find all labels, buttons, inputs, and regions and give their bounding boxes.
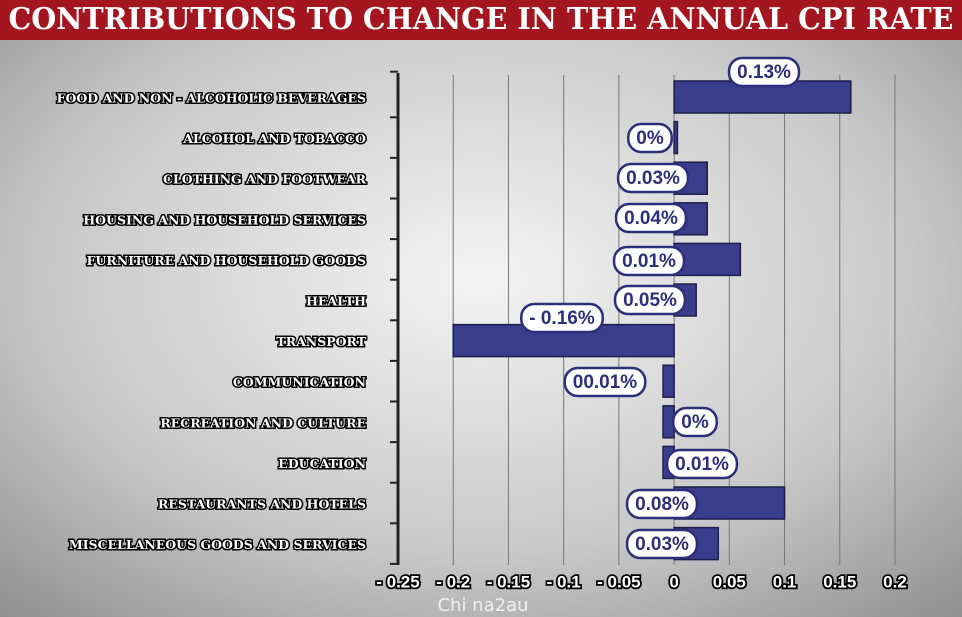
x-tick-label: 0 xyxy=(669,572,678,591)
x-tick-label: 0.15 xyxy=(823,572,856,591)
bar-label: 00.01% xyxy=(573,372,638,393)
category-label: MISCELLANEOUS GOODS AND SERVICES xyxy=(69,537,366,552)
bar-label: 0.03% xyxy=(626,168,680,189)
bar-label-box xyxy=(520,302,604,334)
category-label: FOOD AND NON - ALCOHOLIC BEVERAGES xyxy=(57,91,366,106)
category-label: RECREATION AND CULTURE xyxy=(160,415,366,430)
x-tick-label: 0.05 xyxy=(713,572,746,591)
x-tick-label: - 0.15 xyxy=(487,572,530,591)
bar xyxy=(673,120,679,155)
category-label: HEALTH xyxy=(306,294,366,309)
bar-label-box xyxy=(727,56,801,88)
category-label: CLOTHING AND FOOTWEAR xyxy=(163,172,367,187)
title-band xyxy=(0,0,962,40)
x-tick-label: - 0.25 xyxy=(376,572,419,591)
x-tick-label: 0.1 xyxy=(773,572,797,591)
bar-label-box xyxy=(613,284,687,316)
bar-label: 0.08% xyxy=(635,494,689,515)
bar-label: 0% xyxy=(681,412,709,433)
bar-label-box xyxy=(665,448,739,480)
x-tick-label: - 0.2 xyxy=(436,572,470,591)
bar xyxy=(662,364,675,398)
category-label: FURNITURE AND HOUSEHOLD GOODS xyxy=(87,253,366,268)
bar-label-box xyxy=(563,366,647,398)
x-tick-label: 0.2 xyxy=(883,572,907,591)
category-label: RESTAURANTS AND HOTELS xyxy=(158,497,366,512)
bar-label: - 0.16% xyxy=(529,308,595,329)
category-label: EDUCATION xyxy=(278,456,366,471)
bar-label-box xyxy=(625,488,699,520)
bar-label: 0.04% xyxy=(624,208,678,229)
bar-label-box xyxy=(672,406,718,438)
bar-label: 0.01% xyxy=(622,251,676,272)
bar-label: 0.13% xyxy=(737,62,791,83)
bar-label: 0.03% xyxy=(635,534,689,555)
chart-title: CONTRIBUTIONS TO CHANGE IN THE ANNUAL CP… xyxy=(9,2,954,37)
bar-label-box xyxy=(616,162,690,194)
watermark: Chi na2au xyxy=(437,595,528,616)
x-tick-label: - 0.05 xyxy=(597,572,640,591)
category-label: HOUSING AND HOUSEHOLD SERVICES xyxy=(83,212,366,227)
category-label: COMMUNICATION xyxy=(233,375,366,390)
bar-label: 0% xyxy=(636,128,664,149)
category-label: ALCOHOL AND TOBACCO xyxy=(182,131,366,146)
category-label: TRANSPORT xyxy=(276,334,366,349)
bar-label: 0.01% xyxy=(675,454,729,475)
bar-label-box xyxy=(612,245,686,277)
bar-label-box xyxy=(625,528,699,560)
bar-label-box xyxy=(614,202,688,234)
x-tick-label: - 0.1 xyxy=(547,572,581,591)
bar-label: 0.05% xyxy=(623,290,677,311)
bar-label-box xyxy=(627,122,673,154)
